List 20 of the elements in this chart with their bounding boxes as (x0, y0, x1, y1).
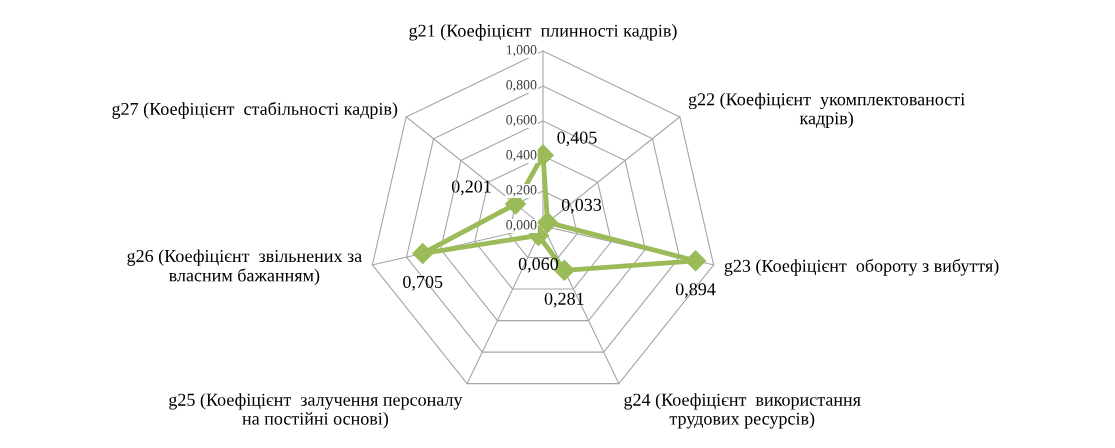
spoke-label: g25 (Коефіцієнт залучення персоналу на постійні основі) (169, 393, 463, 429)
data-label: 0,705 (403, 275, 443, 291)
y-tick-label: 0,600 (506, 115, 537, 127)
y-tick-label: 0,800 (506, 80, 537, 92)
data-label: 0,033 (561, 198, 602, 214)
spoke-label: g26 (Коефіцієнт звільнених за власним бажанням) (127, 249, 362, 286)
y-tick-label: 0,000 (506, 220, 537, 232)
data-label: 0,060 (518, 257, 559, 273)
y-tick-label: 0,400 (506, 150, 537, 162)
y-tick-label: 1,000 (506, 45, 537, 57)
spoke-label: g24 (Коефіцієнт використання трудових ресурсів) (624, 393, 861, 429)
spoke-label: g27 (Коефіцієнт стабільності кадрів) (112, 101, 398, 119)
data-label: 0,201 (451, 180, 491, 196)
data-label: 0,894 (675, 283, 716, 298)
spoke-label: g23 (Коефіцієнт обороту з вибуття) (724, 258, 999, 276)
spoke-label: g21 (Коефіцієнт плинності кадрів) (409, 24, 677, 41)
y-tick-label: 0,200 (506, 185, 537, 197)
data-label: 0,405 (557, 131, 597, 147)
spoke-label: g22 (Коефіцієнт укомплектованості кадрів) (688, 92, 965, 128)
data-label: 0,281 (544, 292, 584, 308)
